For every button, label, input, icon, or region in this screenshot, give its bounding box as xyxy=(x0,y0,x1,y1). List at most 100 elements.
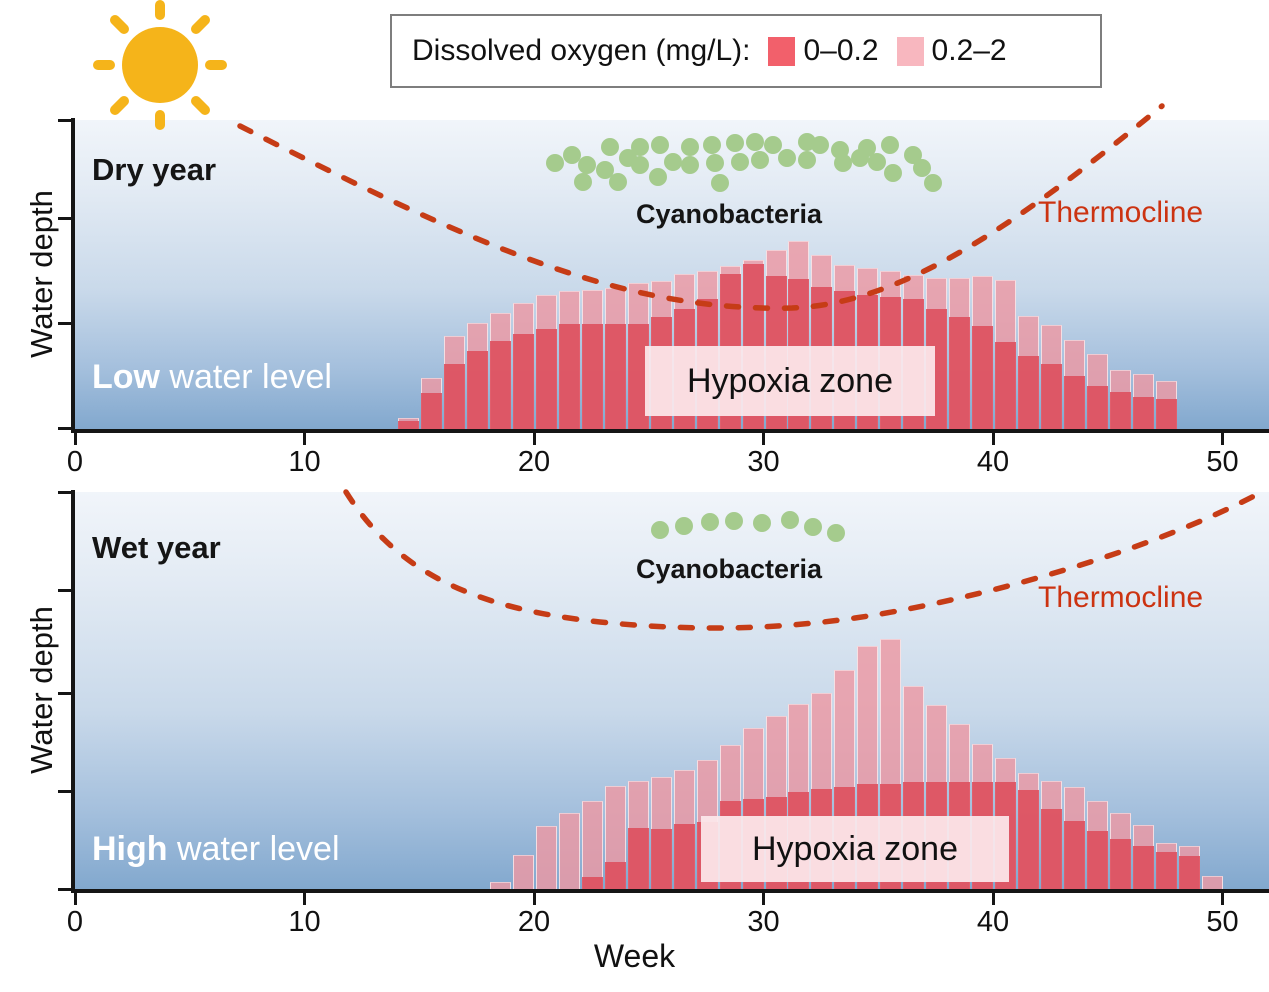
cyanobacteria-dot xyxy=(881,136,899,154)
legend-swatch-severe xyxy=(768,36,796,66)
cyanobacteria-dot xyxy=(675,517,693,535)
cyanobacteria-dot xyxy=(706,154,724,172)
cyanobacteria-dot xyxy=(578,156,596,174)
cyanobacteria-label-dry: Cyanobacteria xyxy=(636,199,823,229)
x-axis-line-wet xyxy=(71,889,1269,893)
cyanobacteria-dot xyxy=(601,138,619,156)
bar-week-19 xyxy=(490,313,512,429)
cyanobacteria-dot xyxy=(827,524,845,542)
bar-week-47 xyxy=(1132,374,1154,429)
bar-severe-week-44 xyxy=(1063,376,1085,429)
bar-week-42 xyxy=(1017,773,1039,889)
bar-severe-week-42 xyxy=(1017,356,1039,429)
y-axis-title-wet: Water depth xyxy=(24,606,59,774)
bar-week-46 xyxy=(1109,370,1131,429)
x-tick-40 xyxy=(991,432,995,445)
cyanobacteria-dot xyxy=(778,149,796,167)
bar-week-24 xyxy=(604,786,626,889)
bar-week-23 xyxy=(581,801,603,889)
bar-severe-week-22 xyxy=(558,324,580,429)
hypoxia-zone-box-wet: Hypoxia zone xyxy=(701,816,1009,882)
bar-severe-week-17 xyxy=(444,364,466,429)
cyanobacteria-dot xyxy=(681,156,699,174)
water-level-bold-wet: High xyxy=(92,830,168,868)
legend-label-mild: 0.2–2 xyxy=(931,34,1007,67)
cyanobacteria-dot xyxy=(703,136,721,154)
cyanobacteria-dot xyxy=(546,154,564,172)
y-tick-0-2 xyxy=(58,321,75,325)
bar-severe-week-25 xyxy=(627,828,649,889)
cyanobacteria-dot xyxy=(753,514,771,532)
x-tick-20 xyxy=(532,432,536,445)
bar-week-49 xyxy=(1178,846,1200,889)
bar-week-24 xyxy=(604,288,626,429)
bar-week-41 xyxy=(995,280,1016,429)
bar-severe-week-43 xyxy=(1040,809,1062,889)
bar-week-25 xyxy=(627,781,649,889)
bar-severe-week-23 xyxy=(581,324,603,429)
bar-week-23 xyxy=(581,290,603,429)
x-tick-label-0: 0 xyxy=(66,446,84,478)
x-tick-10 xyxy=(303,892,306,905)
bar-week-22 xyxy=(558,291,580,429)
hypoxia-zone-box-dry: Hypoxia zone xyxy=(645,346,935,416)
cyanobacteria-dot xyxy=(804,518,822,536)
bar-severe-week-48 xyxy=(1155,852,1177,889)
bar-severe-week-26 xyxy=(650,829,672,889)
bar-week-22 xyxy=(558,813,580,889)
x-tick-0 xyxy=(73,432,77,445)
bar-week-17 xyxy=(444,336,466,429)
bar-week-43 xyxy=(1040,325,1062,429)
cyanobacteria-dot xyxy=(725,512,743,530)
bar-week-18 xyxy=(467,323,489,429)
x-tick-label-40: 40 xyxy=(976,446,1010,478)
cyanobacteria-dot xyxy=(751,151,769,169)
y-tick-1-1 xyxy=(58,588,75,592)
bar-severe-week-16 xyxy=(421,393,443,429)
bar-week-15 xyxy=(398,418,420,429)
thermocline-label-dry: Thermocline xyxy=(1038,196,1204,229)
water-level-rest-wet: water level xyxy=(167,830,340,868)
x-tick-label-0: 0 xyxy=(66,906,84,938)
x-tick-label-50: 50 xyxy=(1206,446,1239,478)
bar-week-47 xyxy=(1132,825,1154,889)
y-tick-1-0 xyxy=(58,490,75,494)
y-axis-title-dry: Water depth xyxy=(24,190,59,358)
water-level-label-wet: High water level xyxy=(92,830,340,869)
y-axis-line-dry xyxy=(71,118,75,432)
bar-week-21 xyxy=(536,295,557,429)
cyanobacteria-dot xyxy=(781,511,799,529)
bar-severe-week-19 xyxy=(490,341,512,429)
year-label-dry: Dry year xyxy=(92,152,217,187)
cyanobacteria-dot xyxy=(681,138,699,156)
bar-severe-week-20 xyxy=(513,334,535,429)
x-tick-label-50: 50 xyxy=(1206,906,1239,938)
x-tick-label-10: 10 xyxy=(288,906,321,938)
water-level-label-dry: Low water level xyxy=(92,358,332,397)
bar-week-39 xyxy=(949,278,971,429)
cyanobacteria-dot xyxy=(649,168,667,186)
x-tick-label-20: 20 xyxy=(517,446,551,478)
x-tick-label-30: 30 xyxy=(747,446,780,478)
y-tick-0-0 xyxy=(58,118,75,122)
x-tick-40 xyxy=(991,892,995,905)
bar-severe-week-23 xyxy=(581,877,603,889)
bar-severe-week-47 xyxy=(1132,397,1154,429)
bar-severe-week-45 xyxy=(1086,831,1108,889)
bar-severe-week-47 xyxy=(1132,846,1154,889)
x-tick-label-10: 10 xyxy=(288,446,321,478)
cyanobacteria-label-wet: Cyanobacteria xyxy=(636,554,823,584)
water-level-bold-dry: Low xyxy=(92,358,160,396)
bar-week-20 xyxy=(513,303,535,429)
bar-severe-week-48 xyxy=(1155,399,1177,429)
cyanobacteria-dot xyxy=(798,151,816,169)
x-tick-50 xyxy=(1221,892,1224,905)
cyanobacteria-dot xyxy=(746,133,764,151)
x-tick-label-20: 20 xyxy=(517,906,551,938)
legend-swatch-mild xyxy=(896,36,924,66)
bar-week-48 xyxy=(1155,843,1177,889)
bar-severe-week-41 xyxy=(995,342,1016,429)
bar-severe-week-21 xyxy=(536,329,557,429)
legend-title: Dissolved oxygen (mg/L): xyxy=(412,34,751,67)
